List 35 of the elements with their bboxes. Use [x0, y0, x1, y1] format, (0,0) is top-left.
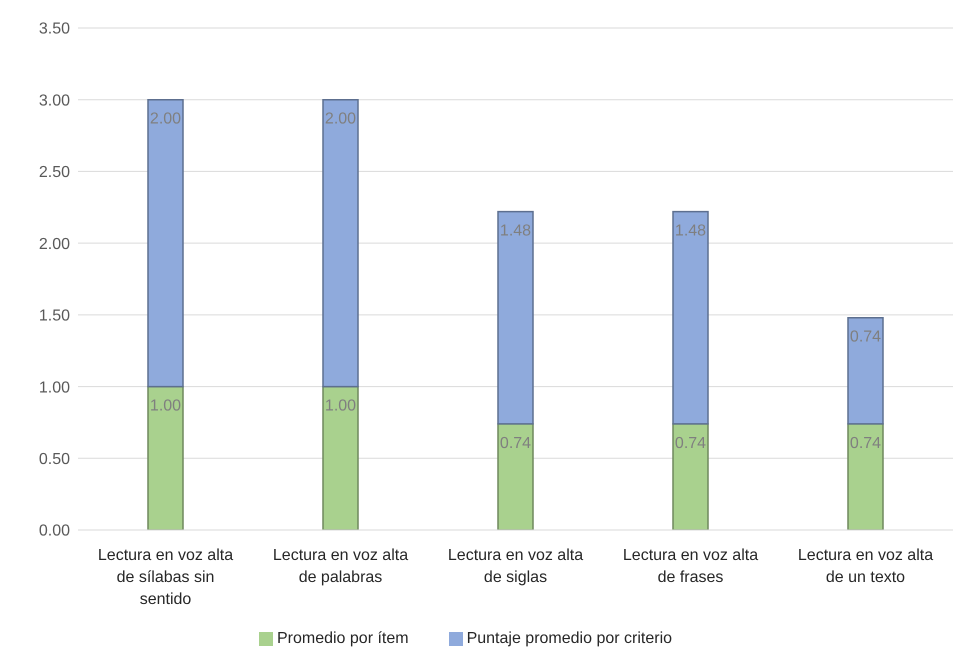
- bar: [497, 210, 534, 425]
- x-tick-label: Lectura en voz alta de palabras: [272, 547, 408, 586]
- bar: [147, 98, 184, 388]
- bar: [322, 386, 359, 530]
- x-tick-label: Lectura en voz alta de un texto: [798, 547, 934, 586]
- x-tick-label: Lectura en voz alta de siglas: [448, 547, 584, 586]
- bar: [672, 423, 709, 530]
- data-label: 1.00: [150, 398, 182, 415]
- x-tick-label: Lectura en voz alta de frases: [622, 547, 758, 586]
- y-tick-label: 2.00: [38, 236, 70, 253]
- y-tick-label: 3.00: [38, 92, 70, 110]
- bar: [497, 423, 534, 530]
- y-tick-label: 2.50: [38, 164, 70, 182]
- data-label: 0.74: [850, 434, 882, 452]
- y-tick-label: 0.50: [38, 450, 70, 468]
- bar: [672, 210, 709, 425]
- data-label: 1.48: [674, 222, 706, 240]
- data-label: 1.00: [324, 398, 356, 415]
- bar: [147, 386, 184, 530]
- bar: [847, 316, 884, 425]
- data-label: 2.00: [150, 110, 182, 128]
- data-label: 1.48: [500, 222, 532, 240]
- y-tick-label: 1.00: [38, 379, 70, 396]
- legend-label: Puntaje promedio por criterio: [466, 630, 672, 647]
- data-label: 0.74: [500, 434, 532, 452]
- data-label: 0.74: [850, 328, 882, 346]
- data-label: 0.74: [674, 434, 706, 452]
- bar: [322, 98, 359, 388]
- y-tick-label: 0.00: [38, 522, 70, 540]
- y-tick-label: 3.50: [38, 20, 70, 38]
- bar: [847, 423, 884, 530]
- x-tick-label: Lectura en voz alta de sílabas sin sentido: [98, 547, 234, 608]
- y-tick-label: 1.50: [38, 308, 70, 325]
- legend-label: Promedio por ítem: [276, 630, 409, 647]
- data-label: 2.00: [324, 110, 356, 128]
